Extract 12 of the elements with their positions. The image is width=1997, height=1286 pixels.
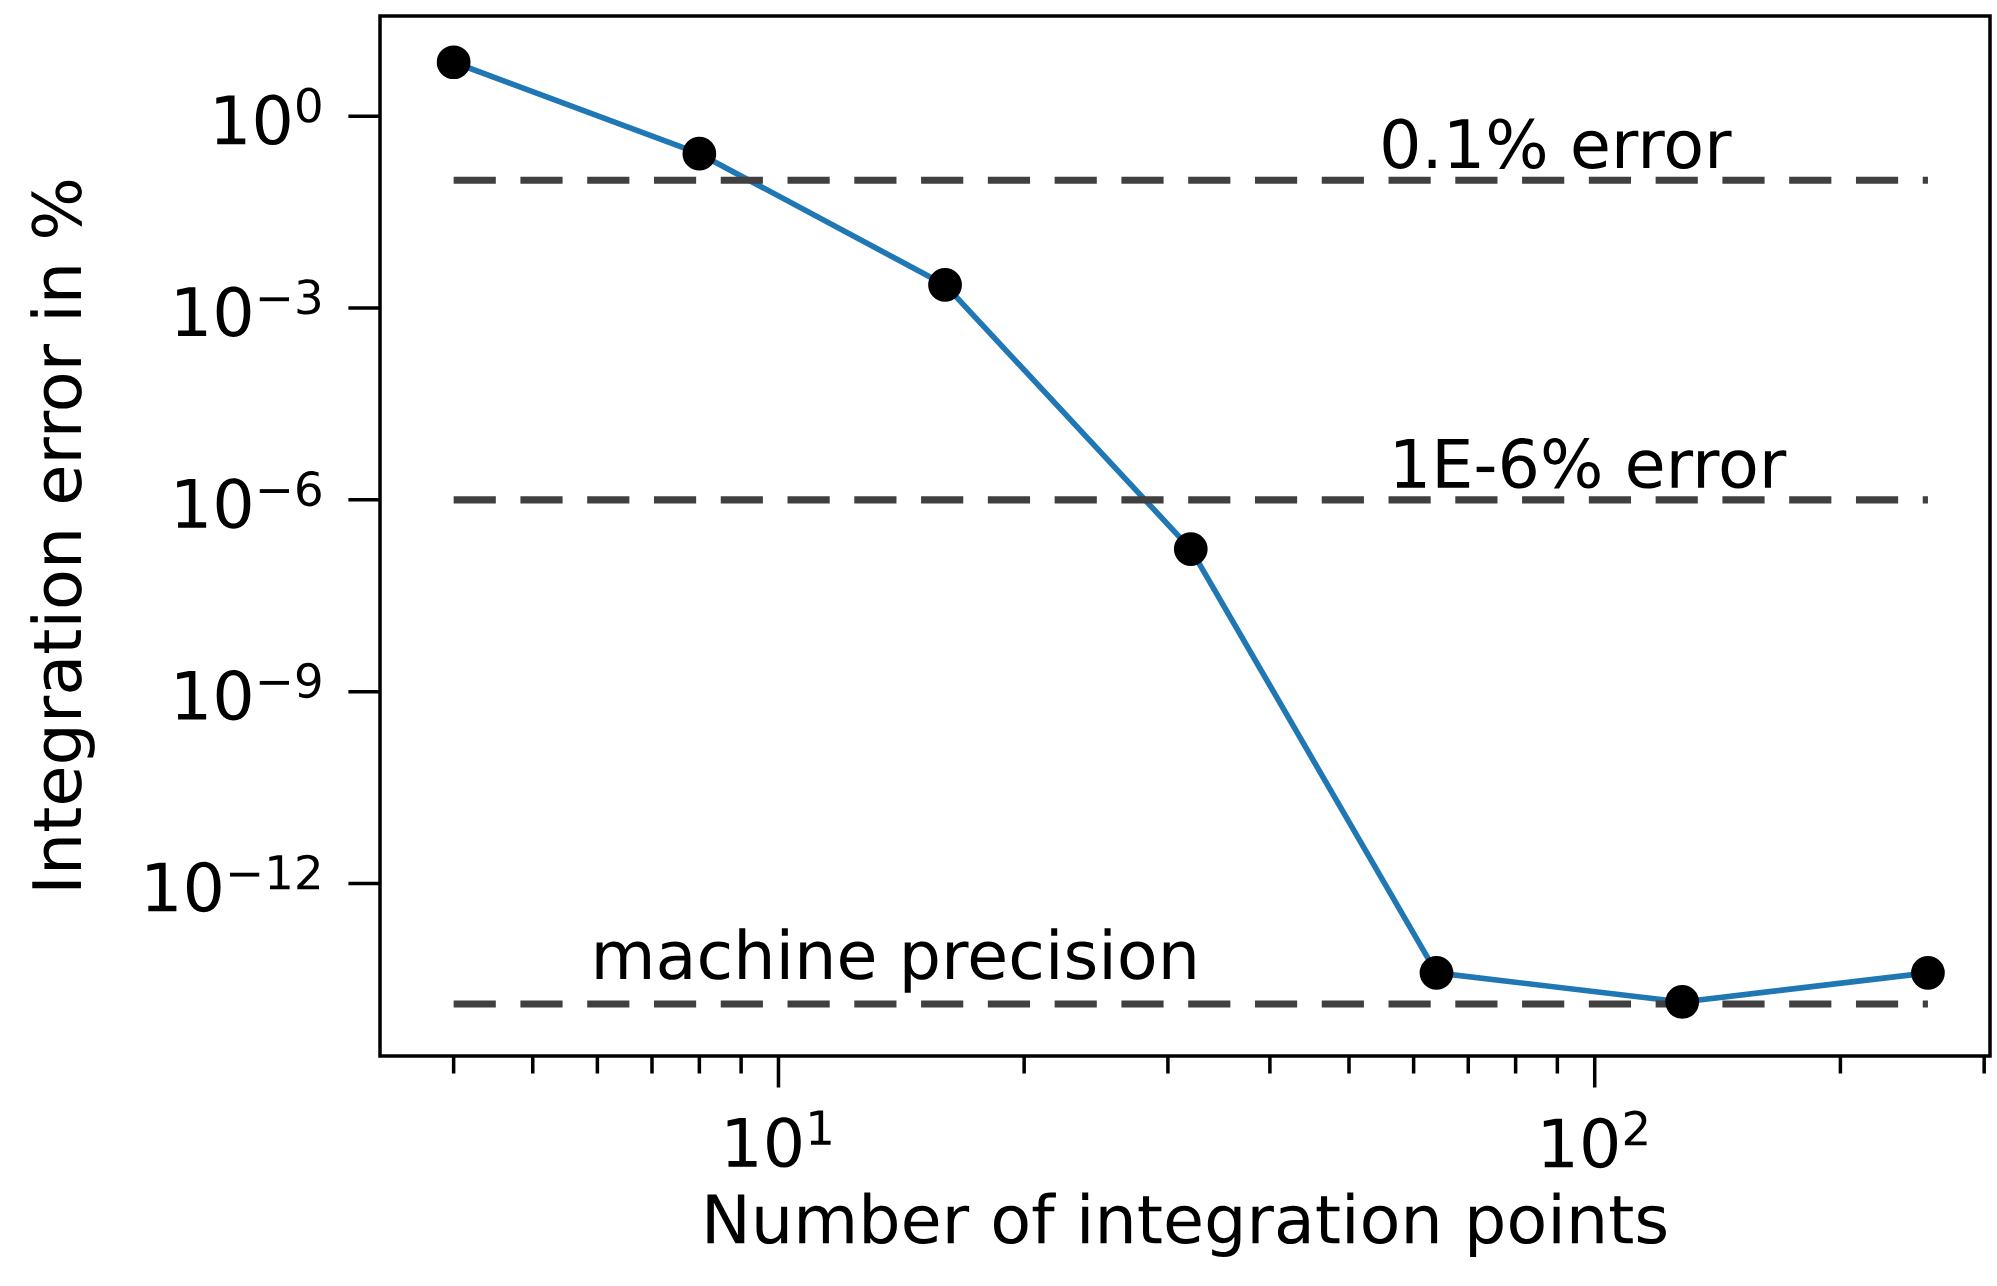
x-tick-label: 10$^{1}$ bbox=[727, 1110, 831, 1168]
y-tick-label: 10$^{−12}$ bbox=[147, 854, 320, 913]
ref-line-label: 0.1% error bbox=[1383, 118, 1732, 169]
ref-line-label: 1E-6% error bbox=[1396, 438, 1787, 489]
x-axis-title: Number of integration points bbox=[707, 1192, 1666, 1258]
y-tick-label: 10$^{0}$ bbox=[216, 87, 321, 146]
y-tick-label: 10$^{−3}$ bbox=[177, 279, 320, 337]
y-axis-title: Integration error in % bbox=[30, 180, 95, 889]
y-tick-label: 10$^{−9}$ bbox=[177, 662, 321, 721]
ref-line-label: machine precision bbox=[596, 928, 1195, 993]
x-tick-label: 10$^{2}$ bbox=[1543, 1110, 1647, 1169]
y-tick-label: 10$^{−6}$ bbox=[177, 471, 321, 529]
